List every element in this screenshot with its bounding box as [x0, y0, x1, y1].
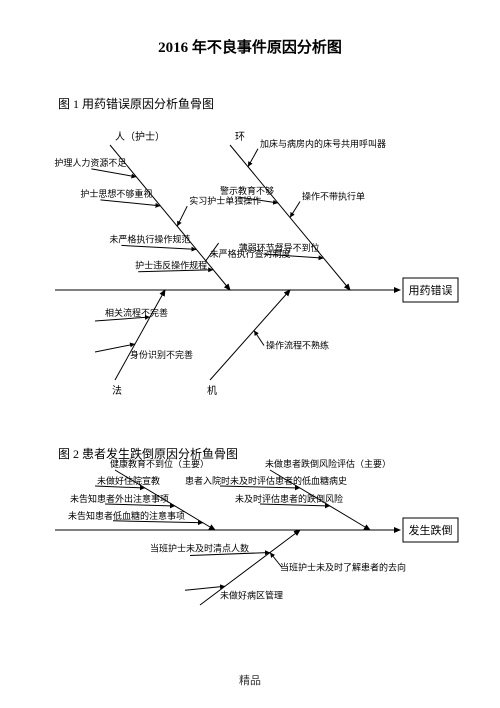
svg-text:护士违反操作规程: 护士违反操作规程 — [135, 260, 207, 271]
svg-text:实习护士单独操作: 实习护士单独操作 — [189, 195, 261, 206]
svg-text:操作不带执行单: 操作不带执行单 — [302, 191, 365, 202]
fishbone-canvas: 用药错误 人（护士） 护理人力资源不足护士思想不够重视实习护士单独操作未严格执行操作… — [0, 0, 500, 708]
svg-text:机: 机 — [207, 384, 217, 397]
svg-text:未做好病区管理: 未做好病区管理 — [220, 589, 283, 600]
svg-text:用药错误: 用药错误 — [409, 283, 453, 297]
svg-text:加床与病房内的床号共用呼叫器: 加床与病房内的床号共用呼叫器 — [260, 138, 386, 149]
svg-text:未严格执行操作规范: 未严格执行操作规范 — [109, 233, 190, 244]
svg-text:未及时评估患者的跌倒风险: 未及时评估患者的跌倒风险 — [235, 493, 343, 504]
svg-text:未告知患者低血糖的注意事项: 未告知患者低血糖的注意事项 — [68, 510, 185, 521]
svg-text:人（护士）: 人（护士） — [115, 130, 165, 143]
svg-text:环: 环 — [235, 132, 245, 143]
svg-text:薄弱环节督导不到位: 薄弱环节督导不到位 — [239, 242, 320, 253]
svg-text:身份识别不完善: 身份识别不完善 — [130, 349, 193, 360]
svg-text:护理人力资源不足: 护理人力资源不足 — [54, 157, 126, 168]
svg-text:未做患者跌倒风险评估（主要）: 未做患者跌倒风险评估（主要） — [265, 458, 391, 469]
svg-text:法: 法 — [112, 384, 122, 397]
svg-text:警示教育不够: 警示教育不够 — [220, 185, 274, 196]
svg-text:健康教育不到位（主要）: 健康教育不到位（主要） — [110, 458, 209, 469]
svg-text:操作流程不熟练: 操作流程不熟练 — [266, 340, 329, 351]
svg-text:当班护士未及时了解患者的去向: 当班护士未及时了解患者的去向 — [280, 562, 406, 573]
svg-text:患者入院时未及时评估患者的低血糖病史: 患者入院时未及时评估患者的低血糖病史 — [185, 475, 347, 486]
svg-text:当班护士未及时清点人数: 当班护士未及时清点人数 — [150, 543, 249, 554]
svg-text:未做好住院宣教: 未做好住院宣教 — [97, 475, 160, 486]
svg-text:未告知患者外出注意事项: 未告知患者外出注意事项 — [70, 493, 169, 504]
svg-text:护士思想不够重视: 护士思想不够重视 — [80, 188, 152, 199]
svg-text:相关流程不完善: 相关流程不完善 — [105, 307, 168, 318]
svg-text:发生跌倒: 发生跌倒 — [409, 523, 453, 537]
